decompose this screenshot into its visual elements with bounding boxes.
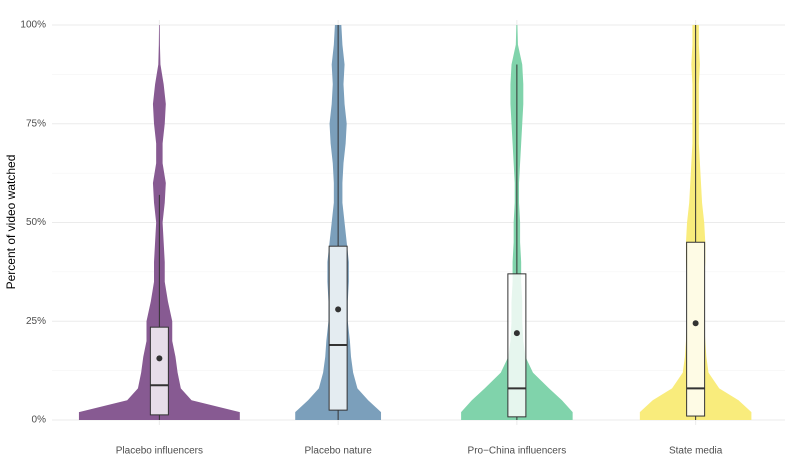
mean-point	[335, 306, 342, 313]
mean-point	[513, 330, 520, 337]
y-tick-label: 75%	[26, 118, 46, 129]
mean-point	[156, 355, 163, 362]
y-tick-label: 100%	[20, 20, 46, 31]
x-tick-label: Pro−China influencers	[468, 446, 567, 457]
y-axis-title: Percent of video watched	[4, 155, 18, 290]
x-tick-label: Placebo nature	[304, 446, 372, 457]
box	[507, 273, 527, 418]
x-tick-label: State media	[669, 446, 723, 457]
box	[149, 326, 169, 416]
box	[686, 241, 706, 417]
y-tick-label: 50%	[26, 217, 46, 228]
mean-point	[692, 320, 699, 327]
y-tick-label: 0%	[32, 415, 47, 426]
box	[328, 245, 348, 411]
x-tick-label: Placebo influencers	[116, 446, 203, 457]
y-tick-label: 25%	[26, 316, 46, 327]
